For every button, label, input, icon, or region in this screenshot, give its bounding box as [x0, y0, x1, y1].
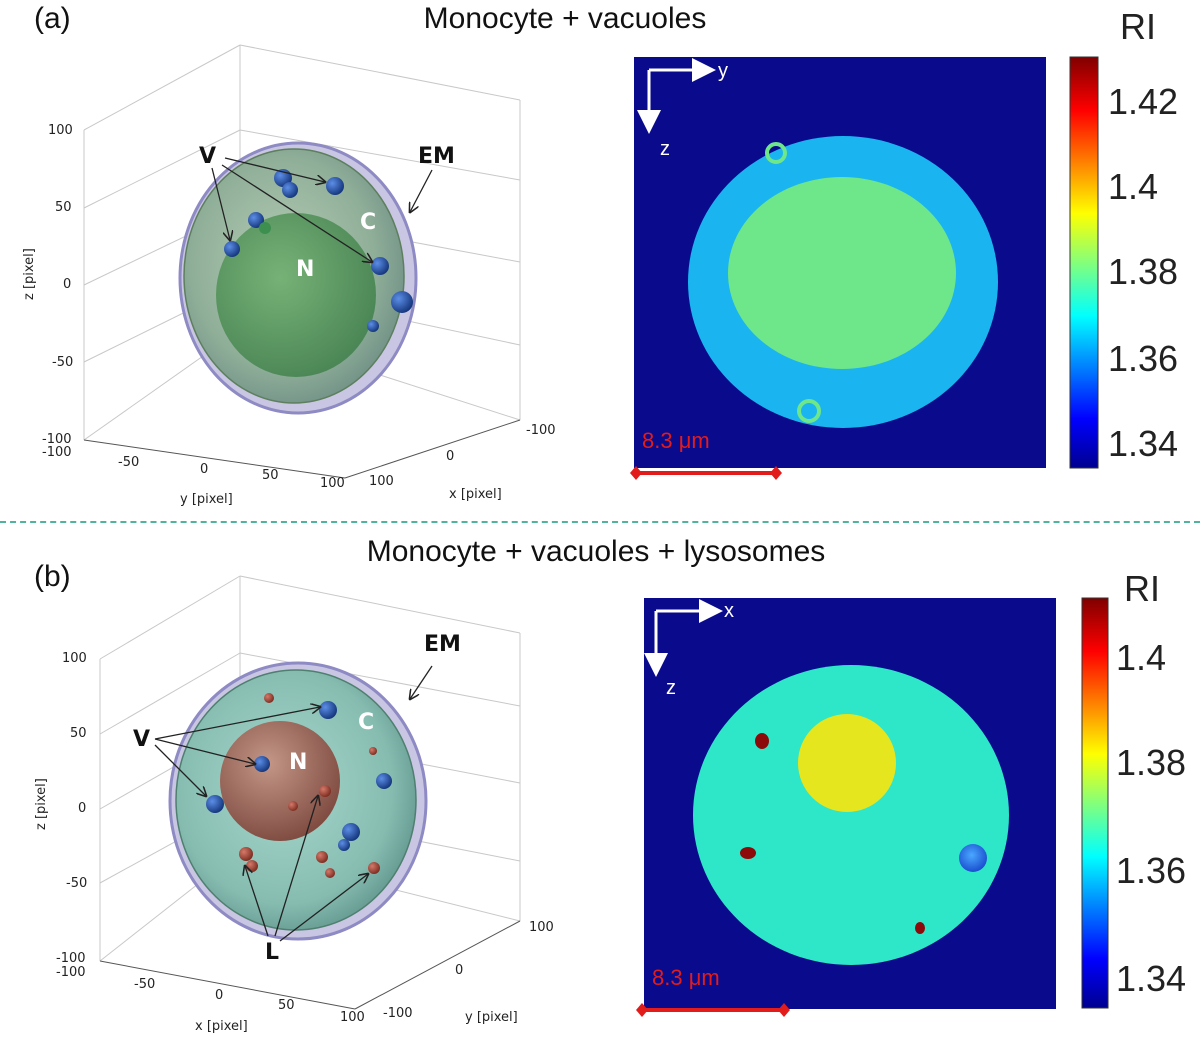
y-tick: 0 [200, 462, 209, 477]
y-tick: 50 [262, 468, 279, 483]
colorbar-tick: 1.38 [1116, 742, 1187, 783]
z-axis-label: z [pixel] [22, 248, 37, 300]
label-nucleus: N [296, 257, 315, 282]
panel-divider [0, 521, 1200, 523]
vacuoles [224, 169, 413, 332]
z-tick: 0 [63, 277, 72, 292]
axis-v-label: z [660, 138, 670, 160]
panel-b-slice [636, 597, 1109, 1017]
y-tick: 0 [455, 963, 464, 978]
z-tick: -100 [42, 432, 72, 447]
scale-bar-label: 8.3 μm [652, 965, 720, 990]
colorbar [1069, 56, 1099, 469]
z-tick: -100 [56, 951, 86, 966]
colorbar-tick: 1.38 [1108, 251, 1179, 292]
z-tick: 100 [62, 651, 87, 666]
colorbar-tick: 1.4 [1116, 637, 1167, 678]
colorbar-tick: 1.34 [1116, 958, 1187, 999]
x-axis-label: x [pixel] [449, 487, 502, 502]
nucleus [216, 213, 376, 377]
colorbar-title: RI [1120, 6, 1156, 47]
colorbar-tick: 1.42 [1108, 81, 1179, 122]
z-tick: -50 [52, 355, 74, 370]
scale-bar-label: 8.3 μm [642, 428, 710, 453]
z-tick: 100 [48, 123, 73, 138]
z-axis-label: z [pixel] [34, 778, 49, 830]
label-cytoplasm: C [358, 710, 375, 735]
panel-a-letter: (a) [34, 2, 71, 35]
x-tick: 100 [369, 474, 394, 489]
label-membrane: EM [424, 632, 461, 657]
panel-a-title: Monocyte + vacuoles [423, 2, 707, 35]
label-nucleus: N [289, 750, 308, 775]
y-tick: -50 [118, 455, 140, 470]
axis-v-label: z [666, 677, 676, 699]
slice-nucleus [728, 177, 956, 369]
x-tick: -100 [526, 423, 556, 438]
y-tick: -100 [383, 1006, 413, 1021]
colorbar-tick: 1.34 [1108, 423, 1179, 464]
panel-a-slice [630, 56, 1099, 480]
panel-b-3d-plot [99, 575, 521, 1010]
x-tick: 0 [215, 988, 224, 1003]
colorbar-title: RI [1124, 568, 1160, 609]
x-tick: 100 [340, 1010, 365, 1025]
x-tick: -50 [134, 977, 156, 992]
panel-b-letter: (b) [34, 560, 71, 593]
x-axis-label: x [pixel] [195, 1019, 248, 1034]
slice-vacuole [765, 142, 787, 164]
label-vacuole: V [199, 144, 217, 169]
z-tick: 50 [55, 200, 72, 215]
x-tick: -100 [56, 965, 86, 980]
panel-a-3d-plot [83, 44, 521, 479]
label-vacuole: V [133, 727, 151, 752]
y-tick: -100 [42, 445, 72, 460]
panel-b-title: Monocyte + vacuoles + lysosomes [366, 535, 826, 568]
colorbar-tick: 1.36 [1116, 850, 1187, 891]
label-cytoplasm: C [360, 210, 377, 235]
y-axis-label: y [pixel] [465, 1010, 518, 1025]
z-tick: 50 [70, 726, 87, 741]
x-tick: 50 [278, 998, 295, 1013]
slice-vacuole [797, 399, 821, 423]
label-membrane: EM [418, 144, 455, 169]
colorbar-tick: 1.4 [1108, 166, 1159, 207]
axis-h-label: y [718, 60, 728, 82]
z-tick: -50 [66, 876, 88, 891]
x-tick: 0 [446, 449, 455, 464]
label-lysosome: L [265, 940, 280, 965]
y-tick: 100 [320, 476, 345, 491]
z-tick: 0 [78, 801, 87, 816]
y-axis-label: y [pixel] [180, 492, 233, 507]
colorbar-tick: 1.36 [1108, 338, 1179, 379]
y-tick: 100 [529, 920, 554, 935]
axis-h-label: x [724, 600, 734, 622]
